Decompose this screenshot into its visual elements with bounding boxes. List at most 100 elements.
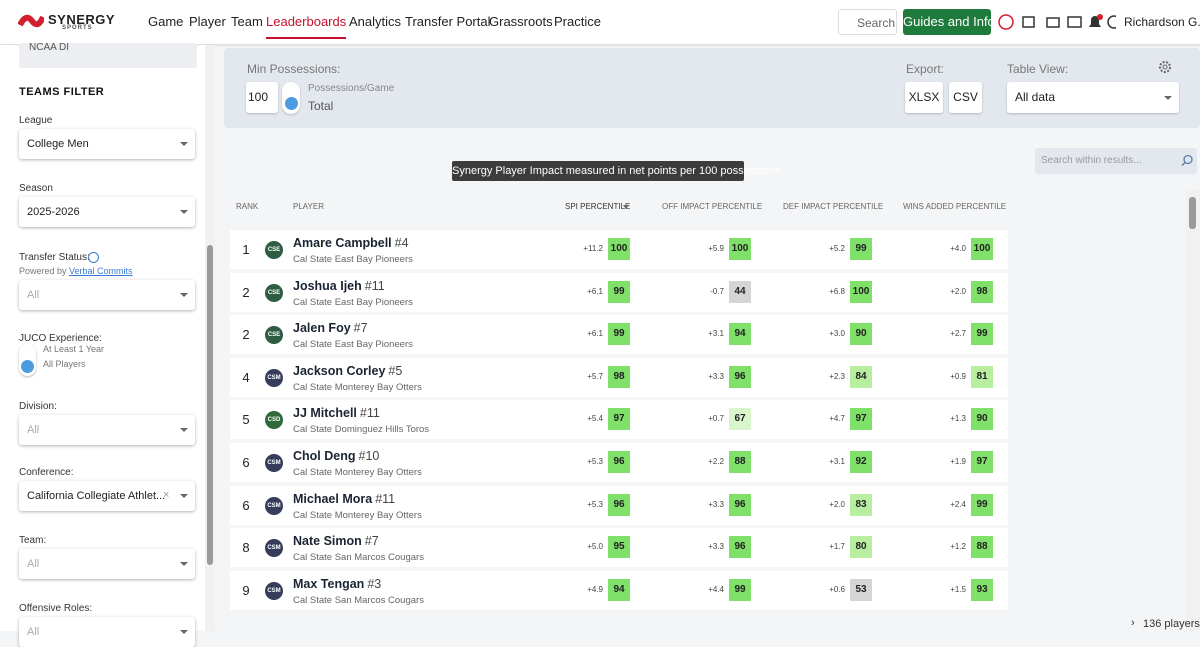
- filter-select[interactable]: All: [19, 415, 195, 445]
- nav-item[interactable]: Analytics: [349, 14, 402, 29]
- table-row[interactable]: 6 CSM Chol Deng #10 Cal State Monterey Bay O…: [230, 443, 1008, 482]
- table-row[interactable]: 1 CSE Amare Campbell #4 Cal State East Bay P…: [230, 230, 1008, 269]
- team-name: Cal State San Marcos Cougars: [293, 552, 424, 564]
- player-name[interactable]: Nate Simon #7: [293, 534, 379, 548]
- table-row[interactable]: 2 CSE Jalen Foy #7 Cal State East Bay Pionee…: [230, 315, 1008, 355]
- nav-item[interactable]: Grassroots: [489, 14, 553, 29]
- toggle-option: Total: [308, 99, 334, 113]
- juco-toggle[interactable]: [19, 344, 36, 376]
- table-row[interactable]: 9 CSM Max Tengan #3 Cal State San Marcos Cou…: [230, 570, 1008, 610]
- toggle-option: Possessions/Game: [308, 83, 395, 94]
- name: Jackson Corley: [293, 363, 386, 378]
- player-name[interactable]: Amare Campbell #4: [293, 236, 409, 250]
- percentile-cell: 100: [608, 238, 630, 260]
- percentile-cell: 88: [971, 536, 993, 559]
- table-row[interactable]: 2 CSE Joshua Ijeh #11 Cal State East Bay Pio…: [230, 272, 1008, 312]
- team-name: Cal State Monterey Bay Otters: [293, 381, 422, 393]
- metric-value: +3.1: [708, 329, 724, 339]
- percentile-cell: 53: [850, 578, 872, 601]
- nav-item[interactable]: Player: [189, 14, 226, 29]
- table-row[interactable]: 4 CSM Jackson Corley #5 Cal State Monterey B…: [230, 357, 1008, 397]
- player-name[interactable]: Max Tengan #3: [293, 577, 381, 591]
- filter-select[interactable]: All: [19, 617, 195, 647]
- table-row[interactable]: 6 CSM Michael Mora #11 Cal State Monterey Ba…: [230, 485, 1008, 525]
- table-scrollbar[interactable]: [1186, 190, 1200, 631]
- metric-value: +1.9: [950, 457, 966, 466]
- caret: [180, 428, 188, 432]
- metric-value: +2.3: [829, 371, 845, 381]
- export-button[interactable]: CSV: [949, 82, 982, 113]
- jersey-number: #11: [359, 406, 380, 421]
- settings-icon[interactable]: [1158, 60, 1172, 74]
- player-name[interactable]: Joshua Ijeh #11: [293, 279, 385, 293]
- rank: 5: [242, 412, 250, 428]
- player-name[interactable]: Chol Deng #10: [293, 449, 379, 463]
- column-header[interactable]: WINS ADDED PERCENTILE: [903, 202, 1007, 211]
- column-header[interactable]: DEF IMPACT PERCENTILE: [783, 202, 884, 211]
- column-header[interactable]: SPI PERCENTILE: [565, 202, 631, 211]
- scroll-thumb[interactable]: [1189, 197, 1196, 229]
- filter-select[interactable]: All: [19, 549, 195, 579]
- filter-label: JUCO Experience:: [19, 333, 102, 344]
- min-possessions-label: Min Possessions:: [247, 62, 341, 76]
- team-name: Cal State East Bay Pioneers: [293, 296, 413, 308]
- player-name[interactable]: Jackson Corley #5: [293, 364, 402, 378]
- percentile-cell: 90: [971, 408, 993, 431]
- user-name[interactable]: Richardson G.: [1124, 15, 1200, 29]
- toolbar-icons[interactable]: [996, 12, 1116, 32]
- metric-value: +2.0: [950, 286, 966, 296]
- name: Joshua Ijeh: [293, 278, 362, 293]
- percentile-cell: 98: [971, 280, 993, 303]
- name: Amare Campbell: [293, 236, 392, 250]
- nav-item[interactable]: Team: [231, 14, 263, 29]
- filter-select[interactable]: College Men: [19, 129, 195, 159]
- rank: 4: [242, 369, 250, 385]
- percentile-cell: 100: [971, 238, 993, 260]
- table-row[interactable]: 8 CSM Nate Simon #7 Cal State San Marcos Cou…: [230, 528, 1008, 568]
- player-name[interactable]: JJ Mitchell #11: [293, 406, 380, 420]
- percentile-cell: 81: [971, 365, 993, 388]
- nav-item[interactable]: Transfer Portal: [405, 14, 491, 29]
- player-name[interactable]: Michael Mora #11: [293, 492, 395, 506]
- nav-item[interactable]: Leaderboards: [266, 14, 347, 39]
- nav-item[interactable]: Game: [148, 14, 184, 29]
- footer-count: 136 players: [1143, 618, 1200, 630]
- rank: 8: [242, 540, 250, 556]
- filter-note-link[interactable]: Verbal Commits: [69, 266, 133, 276]
- filter-value: All: [27, 558, 40, 570]
- team-badge: CSE: [265, 283, 283, 302]
- percentile-cell: 90: [850, 323, 872, 346]
- filter-note: Powered by: [19, 266, 67, 276]
- min-possessions-input[interactable]: 100: [246, 82, 278, 113]
- footer-chevron[interactable]: ›: [1131, 617, 1135, 629]
- player-name[interactable]: Jalen Foy #7: [293, 321, 368, 335]
- table-row[interactable]: 5 CSD JJ Mitchell #11 Cal State Dominguez Hi…: [230, 400, 1008, 440]
- team-badge: CSE: [265, 241, 283, 259]
- export-button[interactable]: XLSX: [905, 82, 943, 113]
- scroll-thumb[interactable]: [207, 245, 213, 565]
- rank: 2: [242, 327, 250, 343]
- table-view-label: Table View:: [1007, 62, 1069, 76]
- team-badge: CSM: [265, 496, 283, 515]
- column-header[interactable]: OFF IMPACT PERCENTILE: [662, 202, 763, 211]
- caret: [180, 142, 188, 146]
- percentile-cell: 80: [850, 536, 872, 559]
- team-badge: CSD: [265, 411, 283, 430]
- filter-select[interactable]: All: [19, 280, 195, 310]
- possessions-toggle[interactable]: [282, 82, 300, 114]
- search-button[interactable]: Search: [838, 9, 897, 35]
- table-view-select[interactable]: All data: [1007, 82, 1179, 113]
- metric-value: +0.6: [829, 584, 845, 594]
- results-search[interactable]: Search within results...: [1035, 148, 1197, 174]
- filter-select[interactable]: 2025-2026: [19, 197, 195, 227]
- caret: [1164, 96, 1172, 100]
- team-badge: CSM: [265, 454, 283, 472]
- percentile-cell: 98: [608, 365, 630, 388]
- sidebar-scrollbar[interactable]: [205, 45, 215, 631]
- filter-select[interactable]: California Collegiate Athlet... ×: [19, 481, 195, 511]
- filter-label: Conference:: [19, 467, 74, 478]
- guides-button[interactable]: Guides and Info: [903, 9, 995, 35]
- metric-value: +0.9: [950, 371, 966, 381]
- percentile-cell: 83: [850, 493, 872, 516]
- nav-item[interactable]: Practice: [554, 14, 601, 29]
